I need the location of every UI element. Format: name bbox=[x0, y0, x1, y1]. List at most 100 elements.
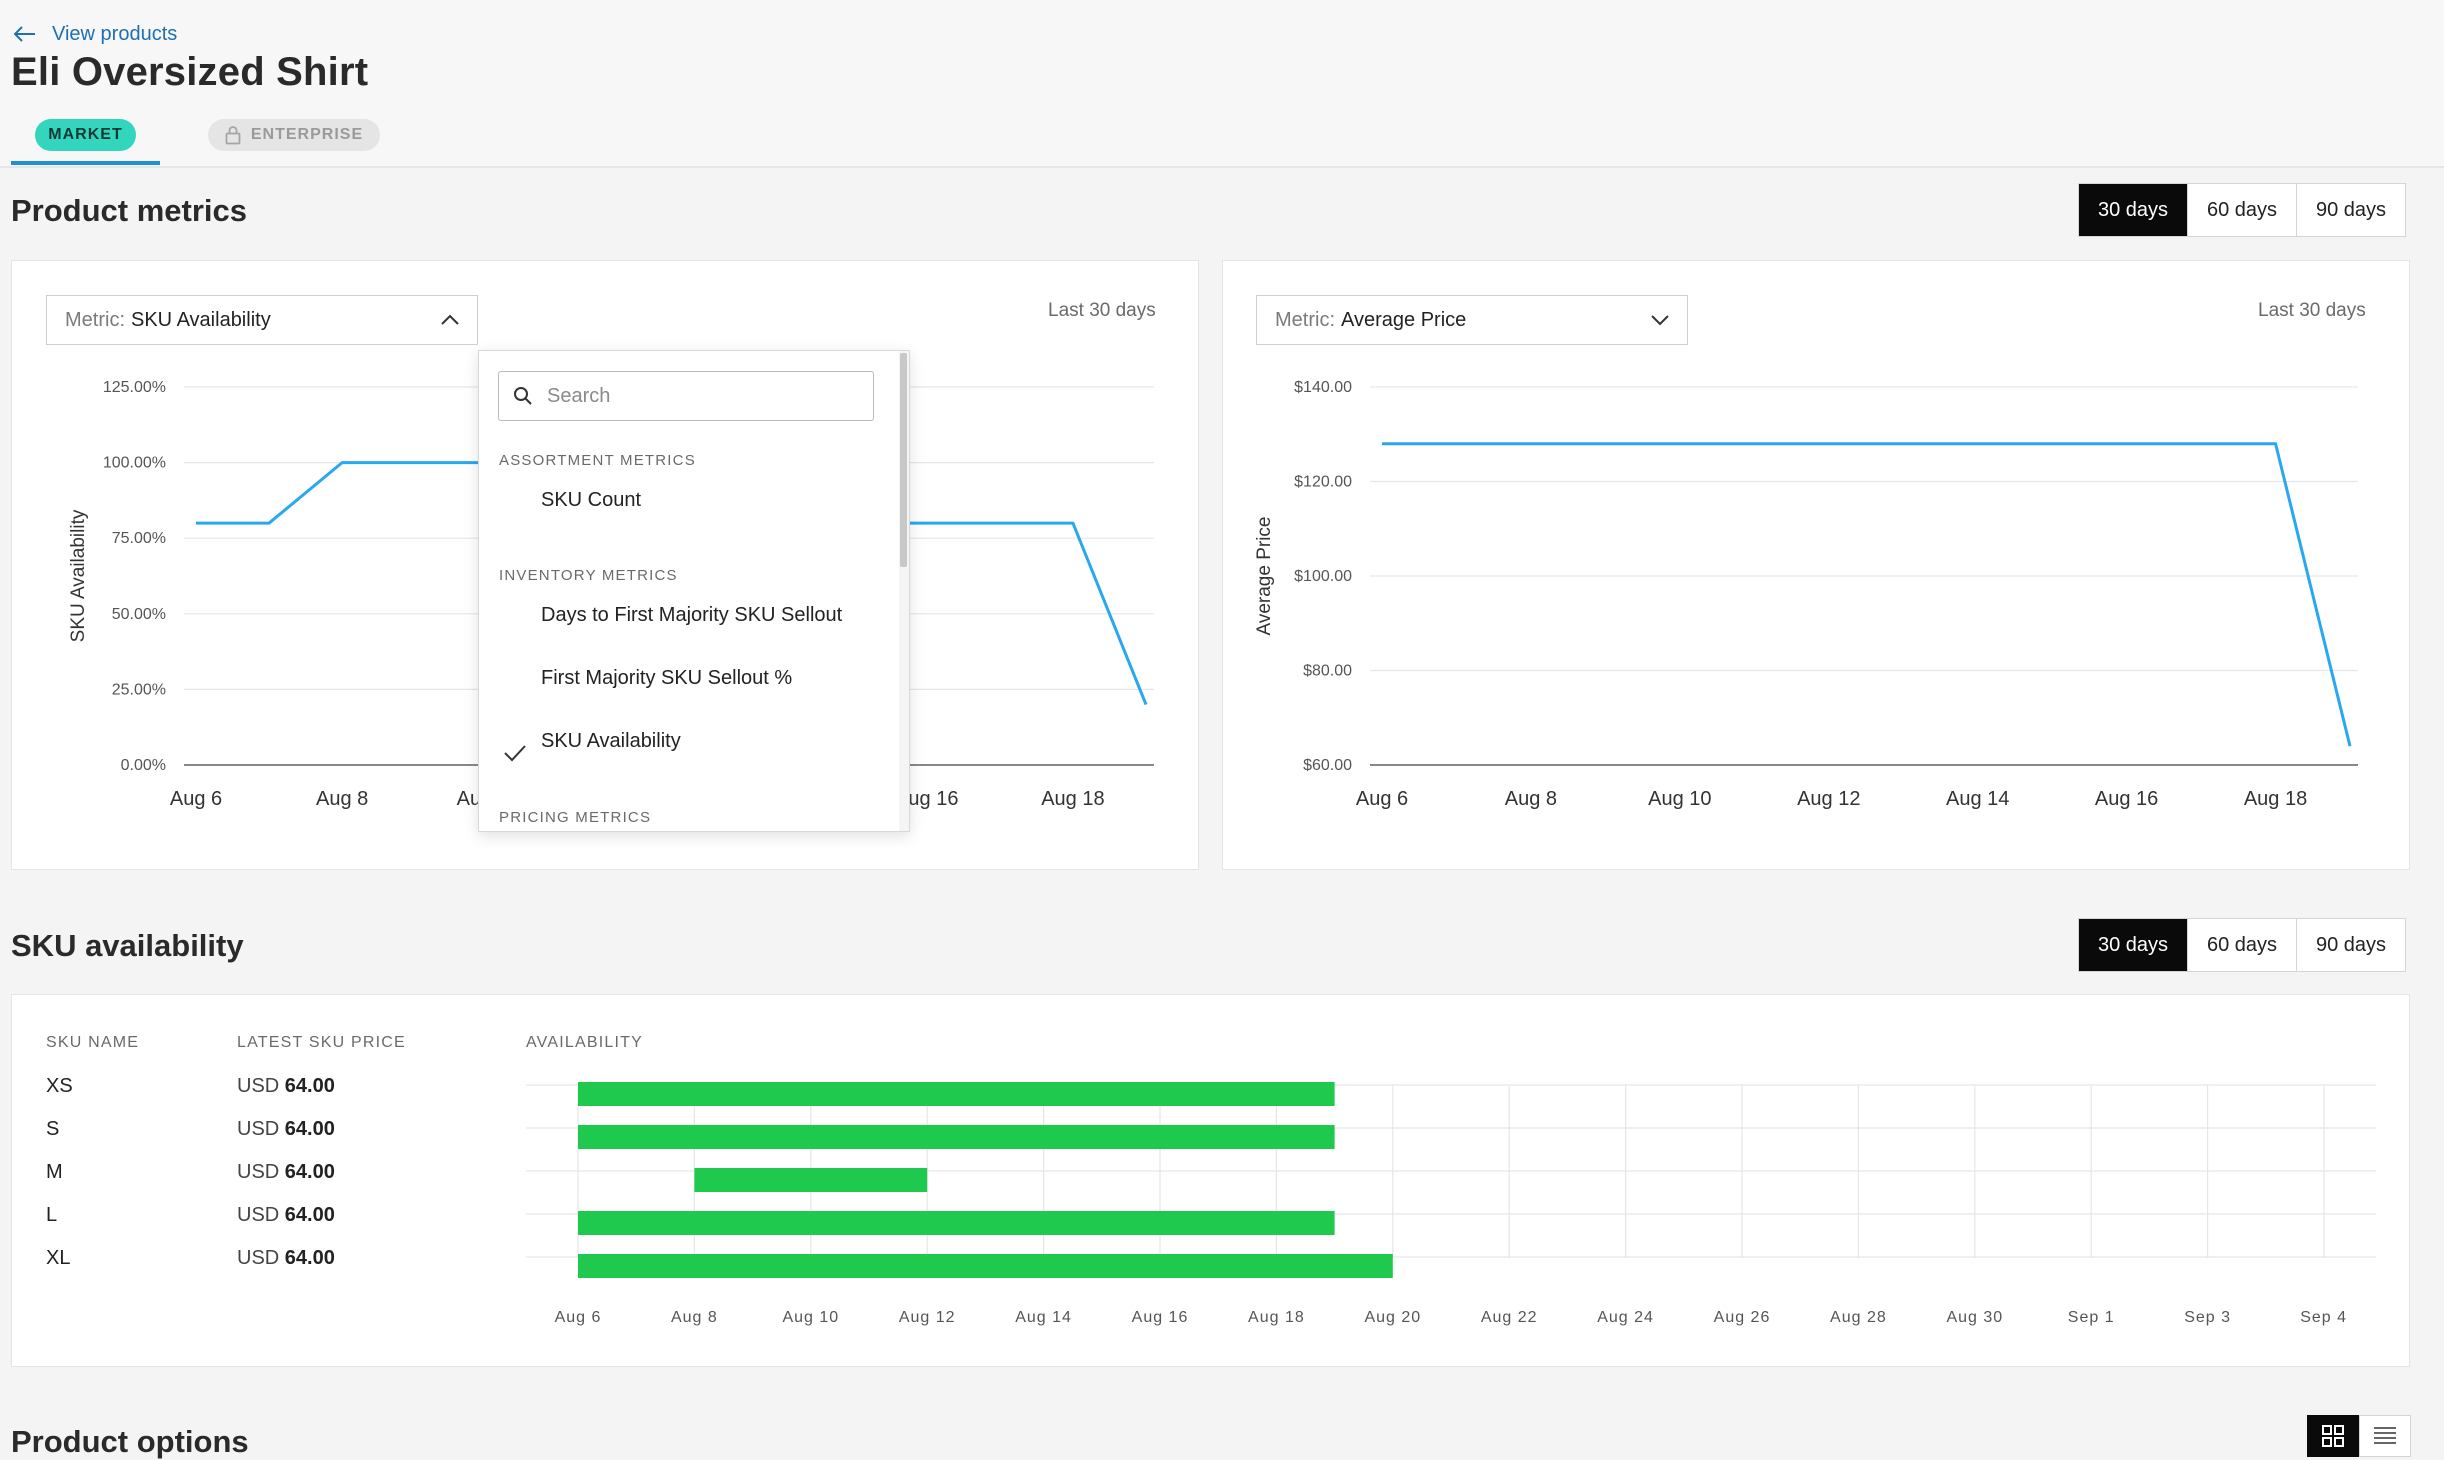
period-label-right: Last 30 days bbox=[2258, 300, 2366, 321]
y-tick-label: 25.00% bbox=[112, 681, 166, 698]
availability-bar bbox=[578, 1254, 1393, 1278]
option-sku-availability[interactable]: SKU Availability bbox=[541, 730, 681, 752]
column-header-sku-name: SKU NAME bbox=[46, 1034, 140, 1051]
sku-price-cell: USD 64.00 bbox=[237, 1247, 335, 1269]
x-tick-label: Aug 22 bbox=[1481, 1309, 1538, 1326]
y-tick-label: $100.00 bbox=[1294, 568, 1352, 585]
page-title: Eli Oversized Shirt bbox=[11, 50, 369, 94]
x-tick-label: Sep 4 bbox=[2300, 1309, 2347, 1326]
sku-name-cell: XL bbox=[46, 1247, 71, 1269]
x-tick-label: Aug 24 bbox=[1597, 1309, 1654, 1326]
x-tick-label: Aug 12 bbox=[899, 1309, 956, 1326]
y-tick-label: $80.00 bbox=[1303, 663, 1352, 680]
product-metrics-title: Product metrics bbox=[11, 193, 248, 228]
range-60-days-button[interactable]: 60 days bbox=[2188, 184, 2297, 236]
period-label-left: Last 30 days bbox=[1048, 300, 1156, 321]
view-toggle bbox=[2307, 1415, 2411, 1457]
metrics-range-toggle: 30 days 60 days 90 days bbox=[2078, 183, 2406, 237]
option-days-to-first-majority-sku-sellout[interactable]: Days to First Majority SKU Sellout bbox=[541, 604, 843, 626]
chevron-up-icon bbox=[441, 314, 459, 325]
x-tick-label: Sep 3 bbox=[2184, 1309, 2231, 1326]
y-tick-label: 0.00% bbox=[121, 757, 166, 774]
y-tick-label: $140.00 bbox=[1294, 379, 1352, 396]
x-tick-label: Aug 18 bbox=[2244, 788, 2307, 810]
x-tick-label: Aug 16 bbox=[1132, 1309, 1189, 1326]
sku-name-cell: M bbox=[46, 1161, 63, 1183]
column-header-latest-sku-price: LATEST SKU PRICE bbox=[237, 1034, 406, 1051]
header bbox=[0, 0, 2444, 168]
grid-view-button[interactable] bbox=[2307, 1415, 2359, 1457]
search-input[interactable] bbox=[545, 383, 849, 409]
back-link-label: View products bbox=[52, 22, 178, 45]
y-axis-title: SKU Availability bbox=[68, 509, 89, 642]
sku-name-cell: XS bbox=[46, 1075, 73, 1097]
list-view-button[interactable] bbox=[2359, 1415, 2411, 1457]
product-options-title: Product options bbox=[11, 1424, 249, 1459]
grid-view-icon bbox=[2322, 1425, 2344, 1447]
x-tick-label: Aug 30 bbox=[1946, 1309, 2003, 1326]
range-30-days-button[interactable]: 30 days bbox=[2079, 919, 2188, 971]
metric-select-prefix: Metric: bbox=[65, 308, 125, 331]
y-tick-label: $120.00 bbox=[1294, 474, 1352, 491]
metric-dropdown-menu: ASSORTMENT METRICS SKU Count INVENTORY M… bbox=[478, 350, 910, 832]
y-tick-label: 50.00% bbox=[112, 606, 166, 623]
column-header-availability: AVAILABILITY bbox=[526, 1034, 643, 1051]
range-30-days-button[interactable]: 30 days bbox=[2079, 184, 2188, 236]
sku-name-cell: L bbox=[46, 1204, 58, 1226]
y-tick-label: 75.00% bbox=[112, 530, 166, 547]
range-90-days-button[interactable]: 90 days bbox=[2315, 933, 2387, 956]
chevron-down-icon bbox=[1651, 315, 1669, 326]
average-price-line-chart: $60.00 $80.00 $100.00 $120.00 $140.00 Aug 6 Au… bbox=[1254, 379, 2358, 810]
x-tick-label: Aug 16 bbox=[2095, 788, 2158, 810]
tab-market[interactable]: MARKET bbox=[35, 119, 136, 151]
tab-enterprise[interactable]: ENTERPRISE bbox=[208, 119, 380, 151]
range-60-days-button[interactable]: 60 days bbox=[2188, 919, 2297, 971]
scrollbar-thumb[interactable] bbox=[900, 353, 907, 567]
x-tick-label: Aug 26 bbox=[1714, 1309, 1771, 1326]
x-tick-label: Aug 20 bbox=[1364, 1309, 1421, 1326]
list-view-icon bbox=[2374, 1427, 2396, 1444]
availability-bar bbox=[578, 1211, 1335, 1235]
x-tick-label: Aug 8 bbox=[671, 1309, 718, 1326]
x-tick-label: Aug 14 bbox=[1946, 788, 2009, 810]
sku-price-cell: USD 64.00 bbox=[237, 1075, 335, 1097]
search-icon bbox=[514, 387, 532, 405]
sku-price-cell: USD 64.00 bbox=[237, 1204, 335, 1226]
metric-select-prefix: Metric: bbox=[1275, 308, 1335, 331]
availability-bar bbox=[578, 1125, 1335, 1149]
average-price-chart-card bbox=[1222, 260, 2410, 870]
x-tick-label: Aug 8 bbox=[316, 788, 368, 810]
metric-select-left[interactable]: Metric: SKU Availability bbox=[46, 295, 478, 345]
y-tick-label: 100.00% bbox=[103, 455, 166, 472]
metric-select-right[interactable]: Metric: Average Price bbox=[1256, 295, 1688, 345]
x-tick-label: Aug 6 bbox=[1356, 788, 1408, 810]
check-icon bbox=[504, 745, 526, 762]
x-tick-label: Aug 12 bbox=[1797, 788, 1860, 810]
search-field[interactable] bbox=[498, 371, 874, 421]
x-tick-label: Aug 16 bbox=[895, 788, 958, 810]
y-tick-label: 125.00% bbox=[103, 379, 166, 396]
view-products-link[interactable]: View products bbox=[14, 20, 177, 48]
sku-availability-card bbox=[11, 994, 2410, 1367]
x-tick-label: Aug 14 bbox=[1015, 1309, 1072, 1326]
x-tick-label: Aug 18 bbox=[1041, 788, 1104, 810]
x-tick-label: Aug 8 bbox=[1505, 788, 1557, 810]
option-first-majority-sku-sellout-pct[interactable]: First Majority SKU Sellout % bbox=[541, 667, 793, 689]
active-tab-indicator bbox=[11, 161, 160, 165]
dropdown-scrollbar[interactable] bbox=[899, 351, 909, 831]
x-tick-label: Aug 6 bbox=[555, 1309, 602, 1326]
availability-bar bbox=[578, 1082, 1335, 1106]
lock-icon bbox=[225, 126, 241, 145]
x-tick-label: Aug 28 bbox=[1830, 1309, 1887, 1326]
sku-price-cell: USD 64.00 bbox=[237, 1118, 335, 1140]
sku-range-toggle: 30 days 60 days 90 days bbox=[2078, 918, 2406, 972]
x-tick-label: Aug 10 bbox=[1648, 788, 1711, 810]
x-tick-label: Aug 18 bbox=[1248, 1309, 1305, 1326]
y-tick-label: $60.00 bbox=[1303, 757, 1352, 774]
sku-price-cell: USD 64.00 bbox=[237, 1161, 335, 1183]
option-sku-count[interactable]: SKU Count bbox=[541, 489, 642, 511]
range-90-days-button[interactable]: 90 days bbox=[2315, 198, 2387, 221]
x-tick-label: Aug 6 bbox=[170, 788, 222, 810]
x-tick-label: Aug 10 bbox=[782, 1309, 839, 1326]
group-pricing-metrics: PRICING METRICS bbox=[499, 809, 652, 826]
